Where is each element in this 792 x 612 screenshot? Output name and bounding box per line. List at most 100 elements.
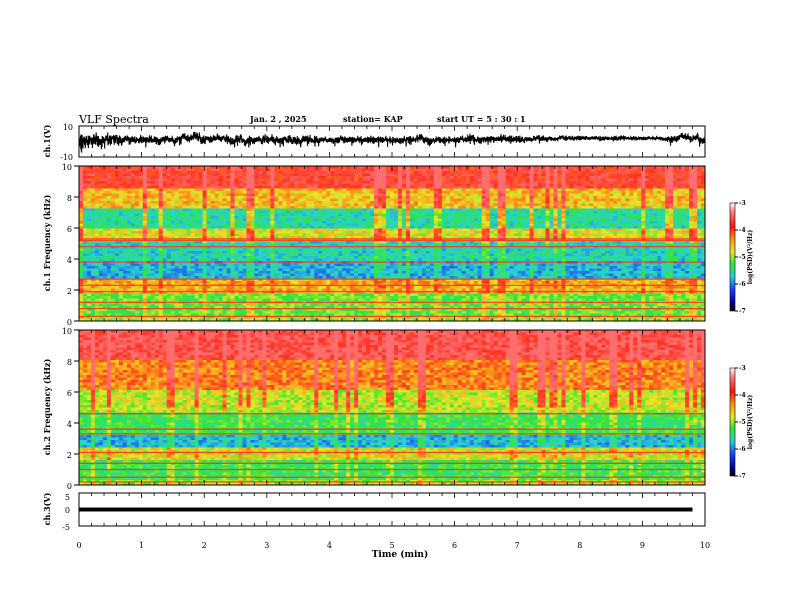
- ch1-spectrogram-cell: [509, 221, 515, 224]
- ch1-spectrogram-cell: [378, 188, 383, 192]
- ch1-spectrogram-cell: [589, 181, 594, 184]
- ch1-spectrogram-cell: [645, 233, 650, 237]
- ch1-spectrogram-cell: [645, 216, 650, 219]
- ch1-spectrogram-cell: [589, 221, 594, 224]
- ch1-spectrogram-cell: [637, 218, 642, 222]
- ch1-spectrogram-cell: [633, 171, 638, 174]
- ch1-spectrogram-cell: [282, 176, 287, 179]
- ch1-spectrogram-cell: [142, 198, 148, 202]
- ch1-spectrogram-cell: [405, 173, 411, 177]
- ch1-spectrogram-cell: [521, 233, 526, 237]
- ch1-spectrogram-cell: [218, 208, 223, 212]
- ch1-spectrogram-cell: [294, 231, 299, 234]
- ch1-spectrogram-cell: [326, 208, 331, 212]
- ch1-spectrogram-cell: [445, 223, 451, 227]
- ch1-spectrogram-cell: [246, 173, 251, 177]
- ch1-spectrogram-cell: [366, 231, 371, 234]
- ch1-spectrogram-cell: [318, 173, 323, 177]
- ch1-spectrogram-cell: [390, 191, 395, 194]
- ch1-spectrogram-cell: [581, 221, 586, 224]
- ch1-spectrogram-cell: [473, 171, 479, 174]
- ch1-spectrogram-cell: [238, 201, 243, 204]
- ch1-spectrogram-cell: [661, 236, 666, 239]
- ch1-spectrogram-cell: [234, 213, 239, 217]
- ch1-spectrogram-cell: [230, 228, 235, 232]
- ch1-spectrogram-cell: [142, 178, 148, 182]
- ch1-spectrogram-cell: [405, 203, 411, 207]
- ch1-spectrogram-cell: [693, 233, 698, 237]
- ch1-spectrogram-cell: [445, 211, 451, 214]
- ch1-spectrogram-cell: [609, 201, 614, 204]
- ch1-spectrogram-cell: [617, 211, 622, 214]
- ch1-spectrogram-cell: [701, 223, 706, 227]
- ch1-spectrogram-cell: [194, 203, 200, 207]
- ch1-spectrogram-cell: [501, 173, 507, 177]
- ch1-spectrogram-cell: [669, 241, 674, 244]
- ch1-spectrogram-cell: [473, 193, 479, 197]
- ch1-spectrogram-cell: [673, 173, 678, 177]
- ch1-spectrogram-cell: [166, 203, 172, 207]
- ch1-spectrogram-cell: [605, 241, 610, 244]
- ch1-spectrogram-cell: [146, 208, 152, 212]
- ch1-spectrogram-cell: [106, 201, 112, 204]
- ch1-spectrogram-cell: [382, 206, 387, 209]
- ch1-spectrogram-cell: [370, 168, 375, 172]
- ch1-spectrogram-cell: [581, 188, 586, 192]
- ch1-spectrogram-cell: [266, 233, 271, 237]
- ch1-spectrogram-cell: [477, 176, 483, 179]
- ch1-spectrogram-cell: [665, 241, 670, 244]
- ch1-spectrogram-cell: [489, 221, 495, 224]
- ch1-spectrogram-cell: [673, 201, 678, 204]
- ch1-spectrogram-cell: [685, 183, 690, 187]
- ch1-spectrogram-cell: [693, 211, 698, 214]
- ch1-spectrogram-cell: [573, 223, 578, 227]
- ch1-spectrogram-cell: [401, 211, 407, 214]
- ch1-spectrogram-cell: [485, 183, 491, 187]
- ch1-spectrogram-cell: [489, 241, 495, 244]
- ch1-spectrogram-cell: [525, 198, 530, 202]
- ch1-spectrogram-cell: [242, 226, 247, 229]
- ch1-spectrogram-cell: [262, 233, 267, 237]
- ch1-spectrogram-cell: [238, 193, 243, 197]
- ch1-spectrogram-cell: [262, 181, 267, 184]
- ch1-spectrogram-cell: [79, 203, 84, 207]
- ch1-spectrogram-cell: [166, 178, 172, 182]
- ch1-spectrogram-cell: [513, 166, 518, 169]
- ch1-spectrogram-cell: [477, 188, 483, 192]
- ch1-spectrogram-cell: [386, 221, 391, 224]
- ch1-spectrogram-cell: [326, 183, 331, 187]
- ch1-spectrogram-cell: [86, 211, 92, 214]
- ch1-spectrogram-cell: [613, 241, 618, 244]
- ch1-spectrogram-cell: [581, 228, 586, 232]
- ch1-spectrogram-cell: [234, 203, 239, 207]
- ch1-spectrogram-cell: [537, 236, 542, 239]
- ch1-spectrogram-cell: [370, 206, 375, 209]
- ch1-spectrogram-cell: [589, 193, 594, 197]
- ch1-spectrogram-cell: [425, 216, 431, 219]
- ch1-spectrogram-cell: [673, 228, 678, 232]
- ch1-spectrogram-cell: [681, 183, 686, 187]
- ch1-spectrogram-cell: [401, 178, 407, 182]
- ch1-spectrogram-cell: [677, 188, 682, 192]
- ch1-spectrogram-cell: [238, 221, 243, 224]
- ch1-spectrogram-cell: [230, 183, 235, 187]
- ch1-spectrogram-cell: [533, 236, 538, 239]
- ch1-spectrogram-cell: [553, 196, 558, 199]
- ch1-spectrogram-cell: [645, 193, 650, 197]
- ch1-spectrogram-cell: [689, 236, 694, 239]
- ch1-spectrogram-cell: [174, 198, 180, 202]
- ch1-spectrogram-cell: [82, 183, 88, 187]
- ch1-spectrogram-cell: [98, 183, 104, 187]
- ch1-spectrogram-cell: [405, 233, 411, 237]
- ch1-spectrogram-cell: [262, 178, 267, 182]
- ch1-spectrogram-cell: [294, 181, 299, 184]
- ch1-spectrogram-cell: [461, 201, 467, 204]
- ch1-spectrogram-cell: [158, 206, 164, 209]
- ch1-spectrogram-cell: [661, 183, 666, 187]
- ch1-spectrogram-cell: [433, 198, 439, 202]
- ch1-spectrogram-cell: [346, 186, 351, 189]
- ch1-spectrogram-cell: [469, 173, 475, 177]
- ch1-spectrogram-cell: [214, 218, 219, 222]
- ch1-spectrogram-cell: [178, 236, 184, 239]
- ch1-spectrogram-cell: [609, 223, 614, 227]
